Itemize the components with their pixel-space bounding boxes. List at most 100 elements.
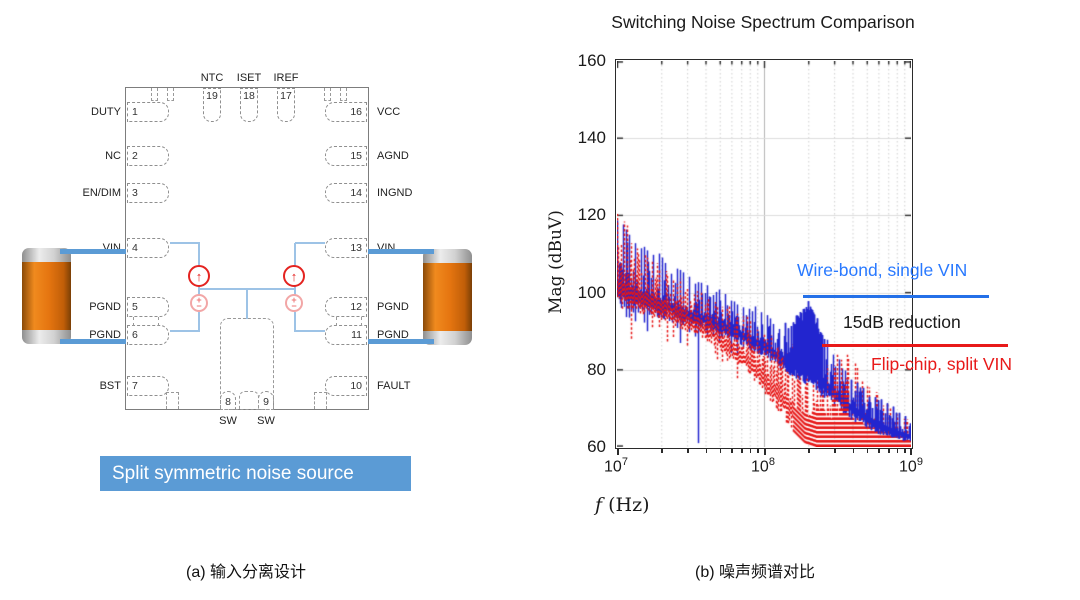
tick-mark bbox=[661, 449, 663, 453]
annotation-15db-reduction: 15dB reduction bbox=[843, 312, 961, 332]
tick-mark bbox=[617, 449, 619, 455]
pin-number: 10 bbox=[350, 380, 362, 392]
xtick-1e9: 109 bbox=[899, 456, 923, 476]
tick-mark bbox=[866, 449, 869, 453]
capacitor-terminal bbox=[423, 331, 472, 345]
tick-mark bbox=[808, 449, 810, 453]
pin-label-ntc: NTC bbox=[200, 72, 224, 84]
pin-label-pgnd: PGND bbox=[89, 301, 121, 313]
pin-label-pgnd: PGND bbox=[377, 329, 409, 341]
pin-label-en/dim: EN/DIM bbox=[82, 187, 122, 199]
pin-number: 12 bbox=[350, 301, 362, 313]
pin-label-pgnd: PGND bbox=[89, 329, 121, 341]
capacitor-terminal bbox=[22, 248, 71, 262]
pad-stub bbox=[361, 317, 362, 326]
xtick-1e7: 107 bbox=[604, 456, 628, 476]
wire bbox=[170, 242, 200, 244]
annotation-flip-chip: Flip-chip, split VIN bbox=[871, 354, 1013, 374]
wire bbox=[294, 330, 325, 332]
capacitor-terminal bbox=[423, 249, 472, 263]
tick-mark bbox=[888, 449, 890, 453]
pin-18: 18 bbox=[240, 88, 258, 122]
pin-number: 3 bbox=[132, 187, 138, 199]
pad-stub bbox=[340, 88, 347, 101]
wire bbox=[246, 288, 248, 319]
pin-17: 17 bbox=[277, 88, 295, 122]
pad-stub bbox=[158, 317, 159, 326]
ytick-80: 80 bbox=[587, 360, 606, 379]
pin-1: 1 bbox=[127, 102, 169, 122]
pin-number: 5 bbox=[132, 301, 138, 313]
pin-13: 13 bbox=[325, 238, 367, 258]
capacitor-body bbox=[22, 262, 71, 330]
caption-a: (a) 输入分离设计 bbox=[185, 564, 306, 581]
annotation-wire-bond: Wire-bond, single VIN bbox=[797, 260, 968, 280]
arrow-up-icon: ↑ bbox=[290, 268, 298, 284]
tick-mark bbox=[904, 449, 906, 453]
ytick-120: 120 bbox=[577, 205, 606, 224]
tick-mark bbox=[834, 449, 836, 453]
pin-15: 15 bbox=[325, 146, 367, 166]
input-capacitor-right bbox=[423, 249, 472, 345]
pin-10: 10 bbox=[325, 376, 367, 396]
plus-icon: + bbox=[291, 295, 297, 305]
pin-number: 18 bbox=[243, 90, 255, 102]
capacitor-terminal bbox=[22, 330, 71, 344]
pad-stub bbox=[324, 88, 331, 101]
pin-11: 11 bbox=[325, 325, 367, 345]
wire bbox=[294, 243, 296, 267]
pad-stub bbox=[167, 88, 174, 101]
pin-label-agnd: AGND bbox=[377, 150, 409, 162]
banner-split-symmetric: Split symmetric noise source bbox=[100, 456, 411, 491]
tick-mark bbox=[741, 449, 743, 453]
tick-mark bbox=[852, 449, 854, 453]
y-axis-label: Mag (dBuV) bbox=[546, 210, 566, 314]
xtick-1e8: 108 bbox=[751, 456, 775, 476]
pin-12: 12 bbox=[325, 297, 367, 317]
caption-b: (b) 噪声频谱对比 bbox=[694, 564, 815, 581]
pin-label-nc: NC bbox=[105, 150, 121, 162]
pin-label-sw: SW bbox=[257, 415, 275, 427]
pin-number: 7 bbox=[132, 380, 138, 392]
pad-stub bbox=[336, 317, 337, 326]
pin-14: 14 bbox=[325, 183, 367, 203]
vin-wire-right bbox=[368, 249, 434, 254]
tick-mark bbox=[757, 449, 759, 453]
pin-number: 11 bbox=[351, 329, 362, 341]
pin-7: 7 bbox=[127, 376, 169, 396]
input-capacitor-left bbox=[22, 248, 71, 344]
pin-number: 6 bbox=[132, 329, 138, 341]
ytick-100: 100 bbox=[577, 283, 606, 302]
minus-icon: − bbox=[291, 301, 297, 311]
x-axis-label: f (Hz) bbox=[595, 494, 650, 516]
vin-wire-left bbox=[60, 249, 126, 254]
pad-stub bbox=[239, 391, 259, 410]
wire bbox=[294, 312, 296, 331]
tick-mark bbox=[705, 449, 707, 453]
minus-icon: − bbox=[196, 301, 202, 311]
ytick-160: 160 bbox=[577, 51, 606, 70]
tick-mark bbox=[731, 449, 733, 453]
spectrum-canvas bbox=[617, 61, 911, 447]
flip-chip-ref-line bbox=[822, 344, 1008, 347]
capacitor-body bbox=[423, 263, 472, 331]
tick-mark bbox=[878, 449, 880, 453]
arrow-up-icon: ↑ bbox=[195, 268, 203, 284]
pad-stub bbox=[151, 88, 158, 101]
pgnd-wire-right bbox=[368, 339, 434, 344]
pin-label-fault: FAULT bbox=[377, 380, 411, 392]
wire bbox=[198, 286, 200, 295]
wire bbox=[198, 312, 200, 331]
pin-label-bst: BST bbox=[99, 380, 121, 392]
plus-icon: + bbox=[196, 295, 202, 305]
pin-number: 14 bbox=[350, 187, 362, 199]
ytick-60: 60 bbox=[587, 437, 606, 456]
current-source-icon: ↑ bbox=[188, 265, 210, 287]
pin-number: 17 bbox=[280, 90, 292, 102]
pin-number: 4 bbox=[132, 242, 138, 254]
pin-number: 16 bbox=[350, 106, 362, 118]
wire bbox=[294, 286, 296, 295]
pgnd-wire-left bbox=[60, 339, 126, 344]
pin-number: 19 bbox=[206, 90, 218, 102]
